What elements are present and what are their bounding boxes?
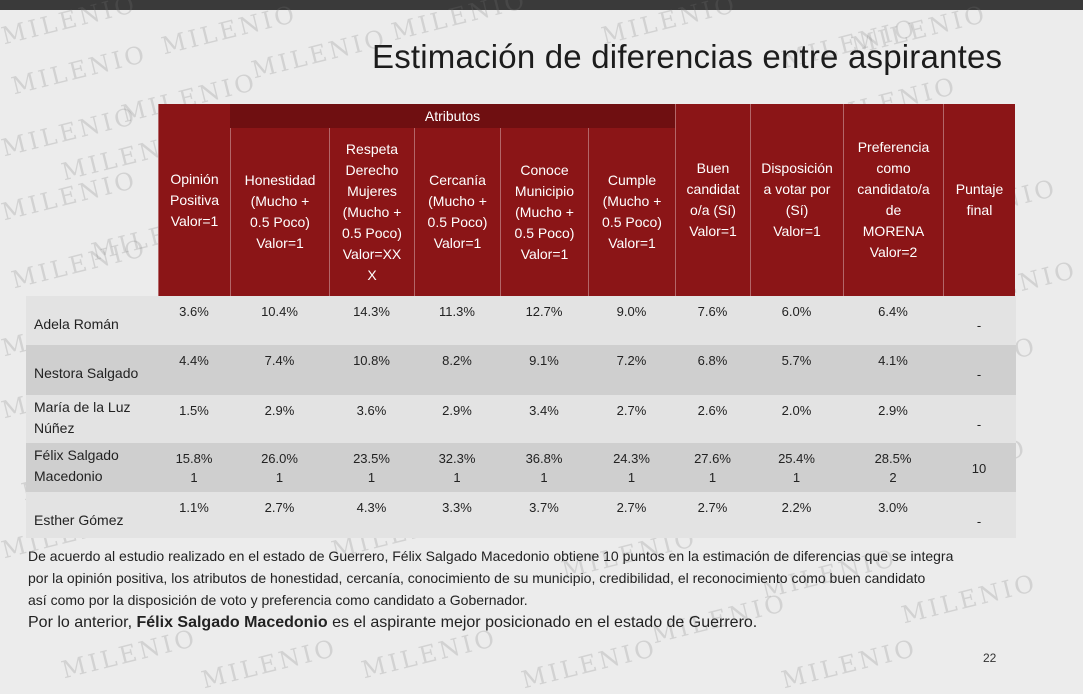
column-header-8: Disposición a votar por (Sí) Valor=1: [750, 104, 843, 296]
watermark-text: MILENIO: [8, 39, 150, 101]
slide-title: Estimación de diferencias entre aspirant…: [372, 38, 1003, 75]
column-header-5: Conoce Municipio (Mucho + 0.5 Poco) Valo…: [500, 128, 588, 296]
column-header-6: Cumple (Mucho + 0.5 Poco) Valor=1: [588, 128, 675, 296]
column-header-9: Preferencia como candidato/a de MORENA V…: [843, 104, 943, 296]
candidate-name: Esther Gómez: [34, 512, 124, 528]
final-score-cell: -: [976, 367, 982, 382]
value-cell: 3.4%: [529, 403, 559, 418]
candidate-name: Adela Román: [34, 316, 119, 332]
value-cell: 9.0%: [616, 304, 647, 319]
watermark-text: MILENIO: [518, 633, 660, 694]
page-number: 22: [983, 651, 997, 665]
value-cell: 7.4%: [264, 353, 295, 368]
candidate-name: Nestora Salgado: [34, 365, 139, 381]
value-cell: 2.2%: [781, 500, 812, 515]
value-cell: 3.0%: [878, 500, 908, 515]
watermark-text: MILENIO: [248, 23, 390, 85]
value-cell: 2.0%: [781, 403, 812, 418]
final-score-cell: -: [976, 318, 982, 333]
final-score-cell: 10: [971, 461, 987, 476]
column-header-3: Respeta Derecho Mujeres (Mucho + 0.5 Poc…: [329, 128, 414, 296]
column-header-1: Opinión Positiva Valor=1: [158, 104, 230, 296]
conclusion-candidate: Félix Salgado Macedonio: [136, 614, 328, 631]
value-cell: 3.3%: [442, 500, 472, 515]
watermark-text: MILENIO: [58, 623, 200, 685]
watermark-text: MILENIO: [778, 633, 920, 694]
footer-line-3: así como por la disposición de voto y pr…: [28, 592, 528, 608]
column-header-7: Buen candidat o/a (Sí) Valor=1: [675, 104, 750, 296]
value-cell: 2.7%: [697, 500, 728, 515]
value-cell: 28.5% 2: [874, 451, 912, 485]
table-row: Adela Román 3.6% 10.4% 14.3% 11.3% 12.7% 9.0% 7…: [26, 296, 1016, 345]
value-cell: 25.4% 1: [778, 451, 815, 485]
value-cell: 8.2%: [442, 353, 472, 368]
value-cell: 2.6%: [697, 403, 728, 418]
footer-line-2: por la opinión positiva, los atributos d…: [28, 570, 926, 586]
column-header-4: Cercanía (Mucho + 0.5 Poco) Valor=1: [414, 128, 500, 296]
value-cell: 2.9%: [264, 403, 295, 418]
value-cell: 1.5%: [179, 403, 209, 418]
value-cell: 23.5% 1: [353, 451, 390, 485]
value-cell: 1.1%: [179, 500, 209, 515]
watermark-text: MILENIO: [358, 623, 500, 685]
screen-top-edge: [0, 0, 1083, 10]
value-cell: 36.8% 1: [525, 451, 563, 485]
value-cell: 2.9%: [878, 403, 908, 418]
column-header-10: Puntaje final: [943, 104, 1015, 296]
value-cell: 3.6%: [356, 403, 387, 418]
table-row: María de la Luz Núñez 1.5% 2.9% 3.6% 2.9% 3.4…: [26, 395, 1016, 443]
value-cell: 15.8% 1: [175, 451, 213, 485]
value-cell: 3.6%: [179, 304, 209, 319]
watermark-text: MILENIO: [8, 233, 150, 295]
value-cell: 5.7%: [781, 353, 812, 368]
candidate-name: María de la Luz Núñez: [34, 399, 131, 436]
value-cell: 2.9%: [442, 403, 472, 418]
final-score-cell: -: [976, 514, 982, 529]
value-cell: 2.7%: [616, 403, 647, 418]
column-header-2: Honestidad (Mucho + 0.5 Poco) Valor=1: [230, 128, 329, 296]
candidate-name: Félix Salgado Macedonio: [34, 447, 119, 484]
value-cell: 2.7%: [616, 500, 647, 515]
footer-conclusion: Por lo anterior, Félix Salgado Macedonio…: [28, 614, 757, 632]
value-cell: 3.7%: [529, 500, 559, 515]
table-row: Félix Salgado Macedonio 15.8% 1 26.0% 1 23.…: [26, 443, 1016, 492]
conclusion-suffix: es el aspirante mejor posicionado en el …: [327, 614, 758, 631]
value-cell: 2.7%: [264, 500, 295, 515]
table-row: Esther Gómez 1.1% 2.7% 4.3% 3.3% 3.7% 2.7% 2.7%…: [26, 492, 1016, 538]
value-cell: 6.4%: [878, 304, 908, 319]
value-cell: 4.1%: [878, 353, 908, 368]
value-cell: 4.3%: [356, 500, 387, 515]
value-cell: 6.8%: [697, 353, 728, 368]
value-cell: 4.4%: [179, 353, 209, 368]
watermark-text: MILENIO: [198, 633, 340, 694]
final-score-cell: -: [976, 417, 982, 432]
value-cell: 10.8%: [353, 353, 390, 368]
attributes-group-header: Atributos: [230, 104, 675, 128]
value-cell: 7.6%: [697, 304, 728, 319]
value-cell: 26.0% 1: [261, 451, 298, 485]
value-cell: 10.4%: [261, 304, 298, 319]
value-cell: 24.3% 1: [613, 451, 650, 485]
value-cell: 27.6% 1: [694, 451, 731, 485]
value-cell: 7.2%: [616, 353, 647, 368]
watermark-text: MILENIO: [0, 165, 140, 227]
value-cell: 32.3% 1: [438, 451, 476, 485]
table-row: Nestora Salgado 4.4% 7.4% 10.8% 8.2% 9.1% 7.2%…: [26, 345, 1016, 395]
value-cell: 9.1%: [529, 353, 559, 368]
watermark-text: MILENIO: [0, 101, 140, 163]
value-cell: 12.7%: [525, 304, 563, 319]
conclusion-prefix: Por lo anterior,: [28, 614, 137, 631]
value-cell: 14.3%: [353, 304, 390, 319]
value-cell: 11.3%: [439, 304, 475, 319]
footer-line-1: De acuerdo al estudio realizado en el es…: [28, 548, 954, 564]
value-cell: 6.0%: [781, 304, 812, 319]
